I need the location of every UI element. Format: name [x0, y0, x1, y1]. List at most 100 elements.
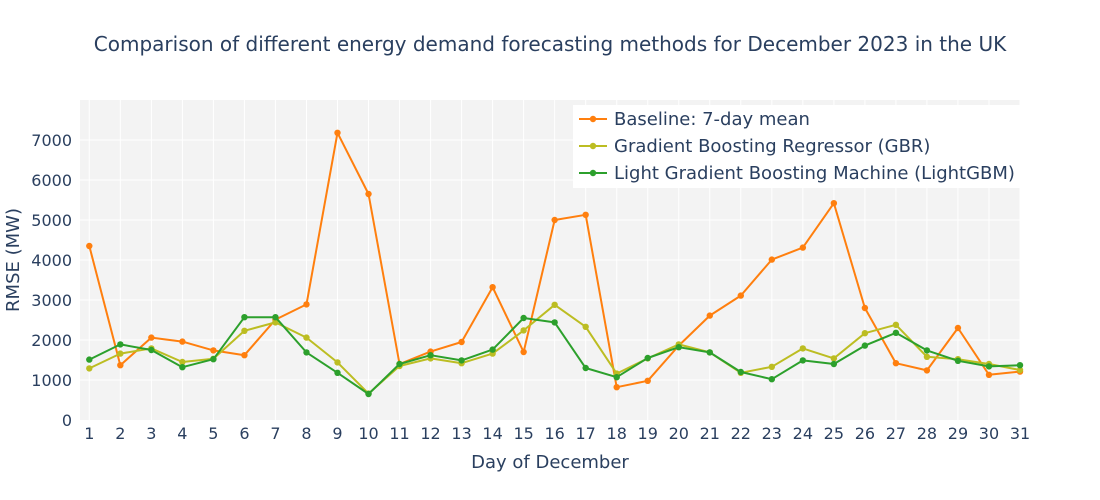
x-tick-label: 16	[544, 424, 564, 443]
data-point	[179, 338, 186, 345]
chart-title: Comparison of different energy demand fo…	[94, 32, 1007, 56]
series-2	[86, 314, 1024, 398]
data-point	[675, 344, 682, 351]
data-point	[985, 363, 993, 370]
x-tick-label: 26	[855, 424, 875, 443]
x-tick-label: 24	[793, 424, 813, 443]
data-point	[489, 284, 496, 291]
x-tick-label: 6	[239, 424, 249, 443]
data-point	[768, 376, 776, 383]
data-point	[954, 324, 962, 332]
data-point	[148, 334, 155, 341]
legend-item[interactable]: Gradient Boosting Regressor (GBR)	[579, 136, 930, 157]
data-point	[365, 190, 372, 198]
y-tick-label: 5000	[31, 211, 72, 230]
data-point	[148, 346, 155, 354]
x-tick-label: 27	[886, 424, 906, 443]
x-tick-label: 15	[513, 424, 533, 443]
data-point	[396, 360, 403, 368]
legend-marker	[589, 142, 597, 150]
data-point	[241, 327, 248, 334]
y-tick-label: 1000	[31, 371, 72, 390]
data-point	[706, 349, 713, 356]
x-tick-label: 7	[270, 424, 280, 443]
series-lines	[86, 129, 1024, 398]
x-tick-label: 21	[700, 424, 720, 443]
data-point	[737, 368, 744, 376]
x-tick-label: 13	[451, 424, 471, 443]
data-point	[334, 369, 341, 376]
x-tick-label: 9	[332, 424, 342, 443]
data-point	[644, 354, 651, 362]
data-point	[86, 242, 93, 250]
data-point	[179, 364, 186, 371]
data-point	[489, 346, 496, 353]
data-point	[334, 359, 341, 366]
data-point	[117, 341, 124, 348]
data-point	[768, 256, 776, 263]
data-point	[520, 348, 527, 356]
data-point	[923, 367, 931, 374]
y-axis-title: RMSE (MW)	[3, 208, 24, 312]
data-point	[303, 301, 310, 308]
data-point	[272, 314, 279, 321]
data-point	[799, 357, 807, 364]
x-tick-label: 5	[208, 424, 218, 443]
data-point	[86, 356, 93, 363]
x-tick-label: 29	[948, 424, 968, 443]
legend-label: Gradient Boosting Regressor (GBR)	[614, 136, 930, 157]
x-tick-label: 8	[301, 424, 311, 443]
data-point	[241, 352, 248, 359]
data-point	[613, 384, 620, 391]
x-tick-label: 20	[669, 424, 689, 443]
x-tick-label: 23	[762, 424, 782, 443]
data-point	[582, 364, 589, 372]
x-tick-label: 14	[482, 424, 502, 443]
data-point	[427, 352, 434, 359]
data-point	[737, 292, 744, 299]
x-axis-ticks: 1 2 3 4 5 6 7 8 9 10 11 12 13 14 15 16 17 18 19 20 21 22 23 24 2…	[84, 424, 1030, 443]
data-point	[458, 357, 465, 364]
x-tick-label: 3	[146, 424, 156, 443]
data-point	[768, 363, 776, 370]
x-tick-label: 19	[638, 424, 658, 443]
data-point	[179, 358, 186, 366]
x-tick-label: 28	[917, 424, 937, 443]
data-point	[799, 345, 807, 352]
x-tick-label: 1	[84, 424, 94, 443]
data-point	[582, 323, 589, 330]
legend-item[interactable]: Light Gradient Boosting Machine (LightGB…	[579, 163, 1015, 184]
y-tick-label: 0	[62, 411, 72, 430]
legend[interactable]: Baseline: 7-day mean Gradient Boosting Re…	[573, 105, 1020, 188]
data-point	[210, 356, 217, 363]
legend-label: Light Gradient Boosting Machine (LightGB…	[614, 163, 1015, 184]
data-point	[117, 362, 124, 369]
data-point	[861, 330, 869, 337]
data-point	[799, 244, 807, 251]
data-point	[1016, 362, 1024, 369]
data-point	[582, 211, 589, 218]
data-point	[892, 321, 900, 328]
data-point	[830, 355, 838, 362]
x-tick-label: 17	[575, 424, 595, 443]
data-point	[303, 334, 310, 341]
data-point	[458, 338, 465, 346]
data-point	[86, 365, 93, 372]
data-point	[272, 319, 279, 326]
y-tick-label: 3000	[31, 291, 72, 310]
data-point	[551, 216, 558, 224]
data-point	[861, 304, 869, 312]
x-tick-label: 22	[731, 424, 751, 443]
data-point	[334, 129, 341, 136]
data-point	[1016, 366, 1024, 374]
x-axis-title: Day of December	[471, 452, 629, 473]
data-point	[365, 390, 372, 398]
legend-item[interactable]: Baseline: 7-day mean	[579, 109, 810, 130]
legend-label: Baseline: 7-day mean	[614, 109, 810, 130]
data-point	[892, 360, 900, 367]
x-tick-label: 12	[420, 424, 440, 443]
x-tick-label: 2	[115, 424, 125, 443]
data-point	[985, 371, 993, 378]
data-point	[644, 377, 651, 384]
data-point	[117, 350, 124, 357]
